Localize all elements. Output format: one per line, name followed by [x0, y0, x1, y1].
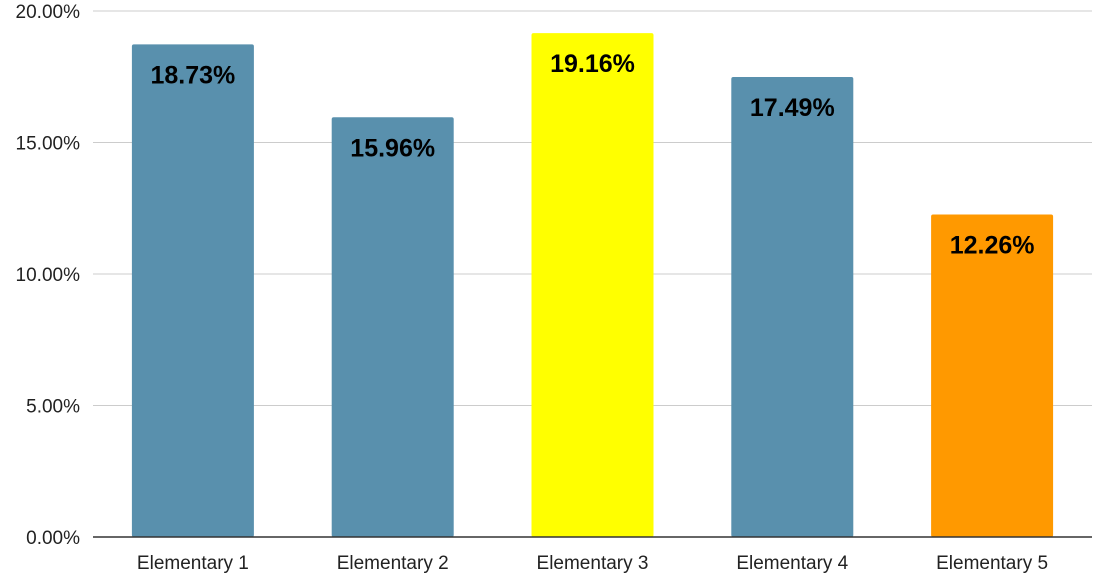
- x-tick-label: Elementary 1: [137, 553, 249, 574]
- bar: [931, 214, 1054, 537]
- bar: [131, 44, 254, 537]
- y-tick-label: 15.00%: [16, 134, 81, 155]
- y-tick-label: 10.00%: [16, 265, 81, 286]
- data-label: 15.96%: [350, 134, 435, 162]
- x-tick-label: Elementary 3: [537, 553, 649, 574]
- data-label: 12.26%: [950, 232, 1035, 260]
- x-axis-tick-labels: Elementary 1 Elementary 2 Elementary 3 Elem…: [137, 553, 1048, 574]
- y-tick-label: 20.00%: [16, 2, 81, 23]
- x-tick-label: Elementary 2: [337, 553, 449, 574]
- data-label: 17.49%: [750, 94, 835, 122]
- bar: [531, 33, 654, 537]
- x-tick-label: Elementary 5: [936, 553, 1048, 574]
- bar: [731, 77, 854, 537]
- bar: [331, 117, 454, 537]
- y-tick-label: 5.00%: [26, 397, 80, 418]
- bars: [131, 33, 1054, 537]
- data-labels: 18.73% 15.96% 19.16% 17.49% 12.26%: [151, 50, 1035, 259]
- y-axis-tick-labels: 0.00% 5.00% 10.00% 15.00% 20.00%: [16, 2, 81, 549]
- data-label: 18.73%: [151, 61, 236, 89]
- x-tick-label: Elementary 4: [736, 553, 848, 574]
- data-label: 19.16%: [550, 50, 635, 78]
- y-tick-label: 0.00%: [26, 528, 80, 549]
